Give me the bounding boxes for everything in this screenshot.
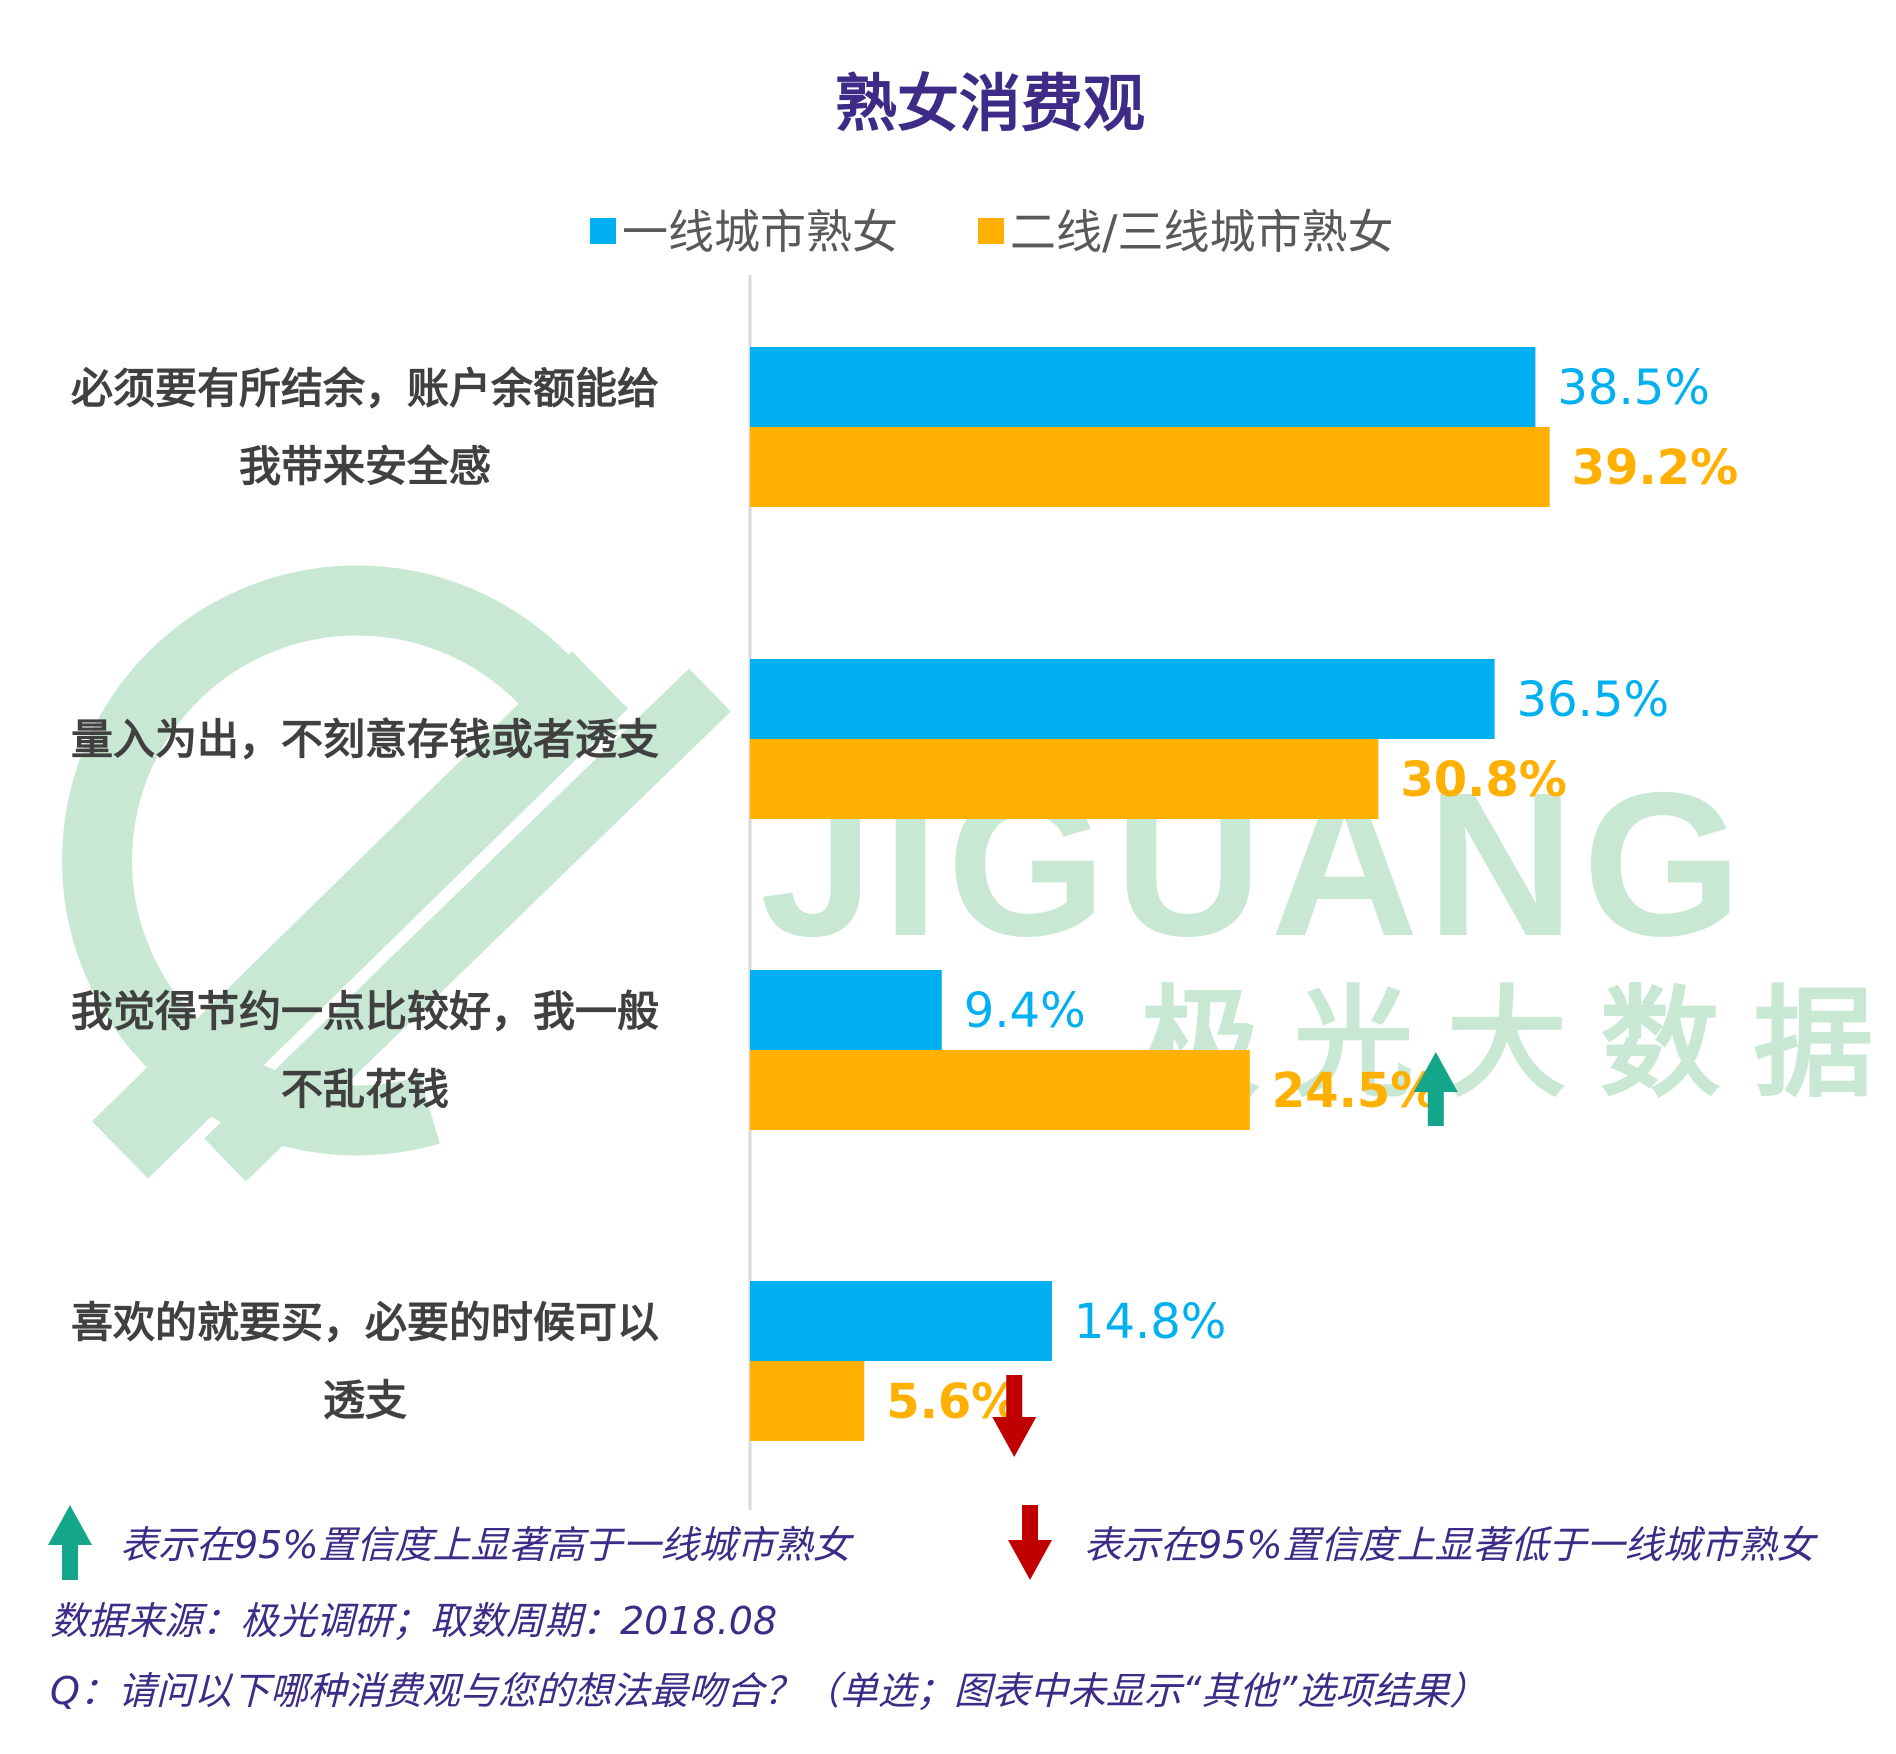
bar-series-1-category-4 — [750, 1281, 1052, 1361]
footer: 表示在95%置信度上显著高于一线城市熟女 表示在95%置信度上显著低于一线城市熟… — [48, 1505, 1818, 1713]
value-labels: 38.5%39.2%36.5%30.8%9.4%24.5%14.8%5.6% — [886, 360, 1738, 1430]
category-labels: 必须要有所结余，账户余额能给我带来安全感量入为出，不刻意存钱或者透支我觉得节约一… — [71, 364, 659, 1425]
bars — [750, 347, 1550, 1441]
legend: 一线城市熟女 二线/三线城市熟女 — [590, 205, 1394, 259]
significance-down-arrow-icon-shape — [992, 1375, 1037, 1457]
footer-up-arrow-shape — [48, 1505, 92, 1580]
legend-swatch-series-1 — [590, 218, 616, 244]
value-label-series-2-category-1: 39.2% — [1572, 440, 1739, 496]
footer-down-arrow-shape — [1008, 1505, 1052, 1580]
value-label-series-2-category-2: 30.8% — [1400, 752, 1567, 808]
chart-title: 熟女消费观 — [835, 67, 1145, 140]
significance-arrows — [992, 1052, 1458, 1457]
bar-series-1-category-1 — [750, 347, 1536, 427]
data-source-note: 数据来源：极光调研；取数周期：2018.08 — [50, 1599, 777, 1643]
up-arrow-icon — [48, 1505, 92, 1580]
footnote-significantly-higher: 表示在95%置信度上显著高于一线城市熟女 — [120, 1523, 854, 1567]
legend-label-series-1: 一线城市熟女 — [622, 205, 898, 259]
category-label-3-line-2: 不乱花钱 — [281, 1065, 449, 1114]
bar-series-2-category-4 — [750, 1361, 865, 1441]
survey-question-note: Q：请问以下哪种消费观与您的想法最吻合？（单选；图表中未显示“其他”选项结果） — [50, 1669, 1487, 1713]
category-label-1-line-1: 必须要有所结余，账户余额能给 — [71, 364, 659, 413]
bar-series-1-category-3 — [750, 970, 942, 1050]
jiguang-logo-mark — [62, 565, 731, 1182]
legend-swatch-series-2 — [978, 218, 1004, 244]
value-label-series-1-category-2: 36.5% — [1517, 672, 1669, 728]
value-label-series-1-category-3: 9.4% — [964, 983, 1086, 1039]
bar-series-1-category-2 — [750, 659, 1495, 739]
value-label-series-1-category-4: 14.8% — [1074, 1294, 1226, 1350]
bar-series-2-category-2 — [750, 739, 1379, 819]
footer-down-arrow — [1008, 1505, 1052, 1580]
footer-up-arrow — [48, 1505, 92, 1580]
significance-up-arrow-icon-shape — [1413, 1052, 1458, 1126]
category-label-2-line-1: 量入为出，不刻意存钱或者透支 — [71, 715, 659, 764]
bar-series-2-category-3 — [750, 1050, 1250, 1130]
watermark-chinese-text: 极 光 大 数 据 — [1140, 977, 1873, 1111]
significance-down-arrow-icon — [992, 1375, 1037, 1457]
category-label-4-line-2: 透支 — [323, 1376, 407, 1425]
footnote-significantly-lower: 表示在95%置信度上显著低于一线城市熟女 — [1084, 1523, 1818, 1567]
value-label-series-2-category-3: 24.5% — [1272, 1063, 1439, 1119]
legend-label-series-2: 二线/三线城市熟女 — [1010, 205, 1394, 259]
bar-series-2-category-1 — [750, 427, 1550, 507]
category-label-1-line-2: 我带来安全感 — [239, 442, 491, 491]
value-label-series-1-category-1: 38.5% — [1557, 360, 1709, 416]
significance-up-arrow-icon — [1413, 1052, 1458, 1126]
down-arrow-icon — [1008, 1505, 1052, 1580]
category-label-4-line-1: 喜欢的就要买，必要的时候可以 — [71, 1298, 659, 1347]
category-label-3-line-1: 我觉得节约一点比较好，我一般 — [71, 987, 659, 1036]
